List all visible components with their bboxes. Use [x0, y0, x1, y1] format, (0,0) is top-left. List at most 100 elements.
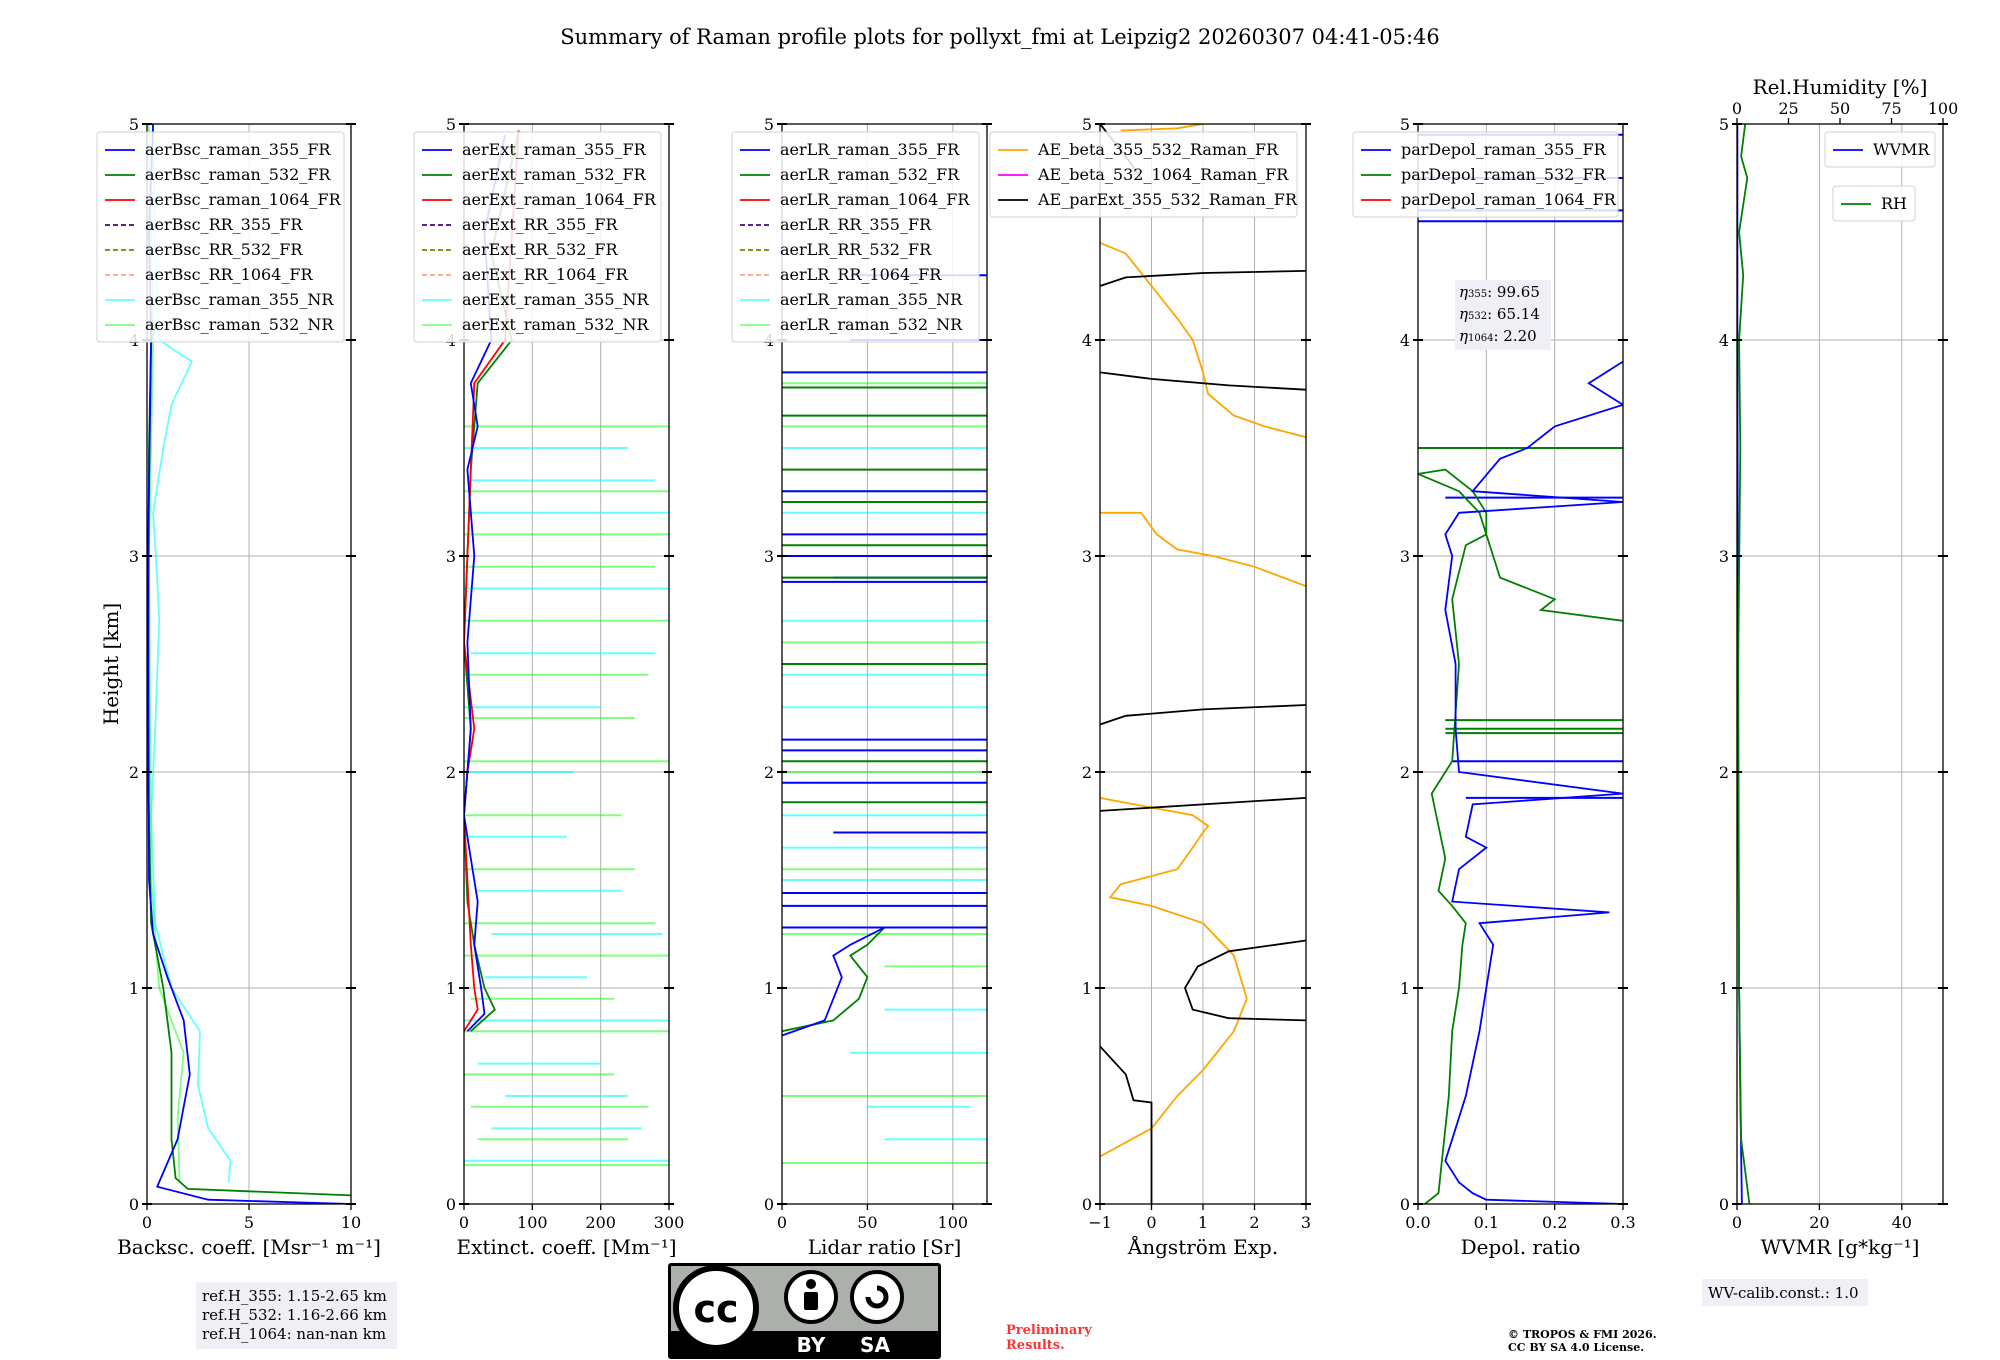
- legend-frame: [96, 131, 345, 343]
- series-aerBsc_raman_355_NR: [150, 124, 232, 1183]
- eta-annotation-box: η355: 99.65 η532: 65.14 η1064: 2.20: [1455, 280, 1551, 350]
- y-tick-label: 3: [764, 547, 774, 566]
- series-AE_parExt_355_532_Raman_FR: [1100, 371, 1306, 391]
- y-tick-label: 2: [1400, 763, 1410, 782]
- x-tick-label: 2: [1249, 1213, 1259, 1232]
- y-tick-label: 5: [129, 115, 139, 134]
- series-AE_parExt_355_532_Raman_FR: [1100, 270, 1306, 287]
- series-aerExt_raman_532_FR: [464, 130, 520, 1032]
- top-x-tick-label: 50: [1830, 99, 1850, 118]
- panel-5: 0 1 2 3 4 5 0.0 0.1 0.2 0.3 Depol. ratio parDepol_r…: [1352, 115, 1636, 1259]
- plot-area: [464, 130, 669, 1167]
- top-axis-label: Rel.Humidity [%]: [1753, 75, 1928, 99]
- y-tick-label: 2: [129, 763, 139, 782]
- by-label: BY: [797, 1333, 826, 1357]
- legend-label: aerLR_raman_355_FR: [780, 140, 960, 159]
- legend-label: aerExt_raman_355_NR: [462, 290, 650, 309]
- y-tick-label: 1: [1400, 979, 1410, 998]
- copyright-text-2: CC BY SA 4.0 License.: [1508, 1341, 1644, 1354]
- legend-label: aerBsc_RR_355_FR: [145, 215, 303, 234]
- y-tick-label: 2: [764, 763, 774, 782]
- axes-frame: [463, 123, 670, 1205]
- preliminary-text-1: Preliminary: [1006, 1323, 1092, 1338]
- x-tick-label: 50: [857, 1213, 877, 1232]
- legend-label: aerBsc_raman_355_FR: [145, 140, 331, 159]
- y-tick-label: 1: [1082, 979, 1092, 998]
- legend-label: aerBsc_raman_532_NR: [145, 315, 334, 334]
- legend-label: aerExt_raman_1064_FR: [462, 190, 657, 209]
- y-tick-label: 1: [129, 979, 139, 998]
- wv-calibration-constant: WV-calib.const.: 1.0: [1708, 1284, 1859, 1302]
- x-tick-label: 40: [1892, 1213, 1912, 1232]
- share-alike-icon: [850, 1270, 904, 1324]
- legend-label: aerLR_raman_532_NR: [780, 315, 963, 334]
- x-tick-label: 0.3: [1610, 1213, 1635, 1232]
- legend-label: AE_parExt_355_532_Raman_FR: [1037, 190, 1298, 209]
- x-tick-label: 10: [341, 1213, 361, 1232]
- legend-label: RH: [1881, 194, 1907, 213]
- ref-height-532: ref.H_532: 1.16-2.66 km: [202, 1306, 387, 1324]
- legend-label: aerLR_raman_1064_FR: [780, 190, 970, 209]
- cc-by-sa-license-badge: cc BY SA: [668, 1263, 941, 1359]
- y-tick-label: 2: [446, 763, 456, 782]
- series-aerLR_raman_532_FR: [782, 926, 886, 1033]
- y-tick-label: 5: [1082, 115, 1092, 134]
- legend-label: parDepol_raman_532_FR: [1401, 165, 1607, 184]
- legend-label: WVMR: [1873, 140, 1930, 159]
- y-tick-label: 1: [764, 979, 774, 998]
- y-tick-label: 5: [1400, 115, 1410, 134]
- legend-wvmr: WVMR: [1824, 131, 1936, 168]
- cc-text: cc: [693, 1287, 738, 1331]
- ref-height-1064: ref.H_1064: nan-nan km: [202, 1325, 386, 1343]
- axes-frame: [1417, 123, 1624, 1205]
- legend: aerExt_raman_355_FR aerExt_raman_532_FRae…: [413, 131, 662, 343]
- legend-label: aerExt_RR_1064_FR: [462, 265, 629, 284]
- legend-label: aerBsc_raman_1064_FR: [145, 190, 342, 209]
- y-tick-label: 3: [446, 547, 456, 566]
- annotation-frame: [1455, 280, 1551, 350]
- x-axis-label: WVMR [g*kg⁻¹]: [1761, 1235, 1920, 1259]
- legend-frame: [1352, 131, 1619, 218]
- y-tick-label: 2: [1082, 763, 1092, 782]
- legend-label: AE_beta_355_532_Raman_FR: [1037, 140, 1279, 159]
- x-tick-label: 200: [585, 1213, 616, 1232]
- y-tick-label: 3: [1400, 547, 1410, 566]
- series-aerBsc_raman_532_NR: [148, 124, 185, 1183]
- legend-frame: [1824, 131, 1936, 168]
- series-AE_parExt_355_532_Raman_FR: [1184, 939, 1306, 1022]
- legend-frame: [413, 131, 662, 343]
- y-tick-label: 0: [446, 1195, 456, 1214]
- x-tick-label: 0: [459, 1213, 469, 1232]
- series-aerExt_raman_355_FR: [464, 134, 506, 1032]
- plot-area: [1737, 124, 1751, 1204]
- x-axis-label: Depol. ratio: [1461, 1235, 1581, 1259]
- x-tick-label: 0.2: [1542, 1213, 1567, 1232]
- panel-3: 012345050100Lidar ratio [Sr]aerLR_raman_…: [731, 115, 992, 1259]
- x-tick-label: 0.0: [1405, 1213, 1430, 1232]
- y-tick-label: 3: [1082, 547, 1092, 566]
- x-axis-label: Ångström Exp.: [1127, 1234, 1278, 1259]
- axes-frame: [781, 123, 988, 1205]
- x-axis-label: Backsc. coeff. [Msr⁻¹ m⁻¹]: [117, 1235, 381, 1259]
- x-axis-label: Extinct. coeff. [Mm⁻¹]: [456, 1235, 676, 1259]
- y-tick-label: 4: [1719, 331, 1729, 350]
- x-tick-label: 100: [938, 1213, 969, 1232]
- x-tick-label: 1: [1198, 1213, 1208, 1232]
- legend-label: aerLR_RR_355_FR: [780, 215, 932, 234]
- x-tick-label: −1: [1088, 1213, 1112, 1232]
- x-tick-label: 0: [1146, 1213, 1156, 1232]
- legend-label: aerExt_RR_355_FR: [462, 215, 619, 234]
- legend: AE_beta_355_532_Raman_FR AE_beta_532_1064…: [989, 131, 1298, 218]
- series-aerExt_raman_1064_FR: [464, 130, 520, 1032]
- y-tick-label: 2: [1719, 763, 1729, 782]
- eta-1064: η1064: 2.20: [1459, 327, 1537, 345]
- y-tick-label: 3: [1719, 547, 1729, 566]
- x-tick-label: 300: [654, 1213, 685, 1232]
- y-tick-label: 4: [1400, 331, 1410, 350]
- legend-frame: [731, 131, 980, 343]
- series-AE_beta_355_532_Raman_FR: [1120, 124, 1204, 132]
- legend-label: aerLR_RR_1064_FR: [780, 265, 942, 284]
- y-tick-label: 0: [129, 1195, 139, 1214]
